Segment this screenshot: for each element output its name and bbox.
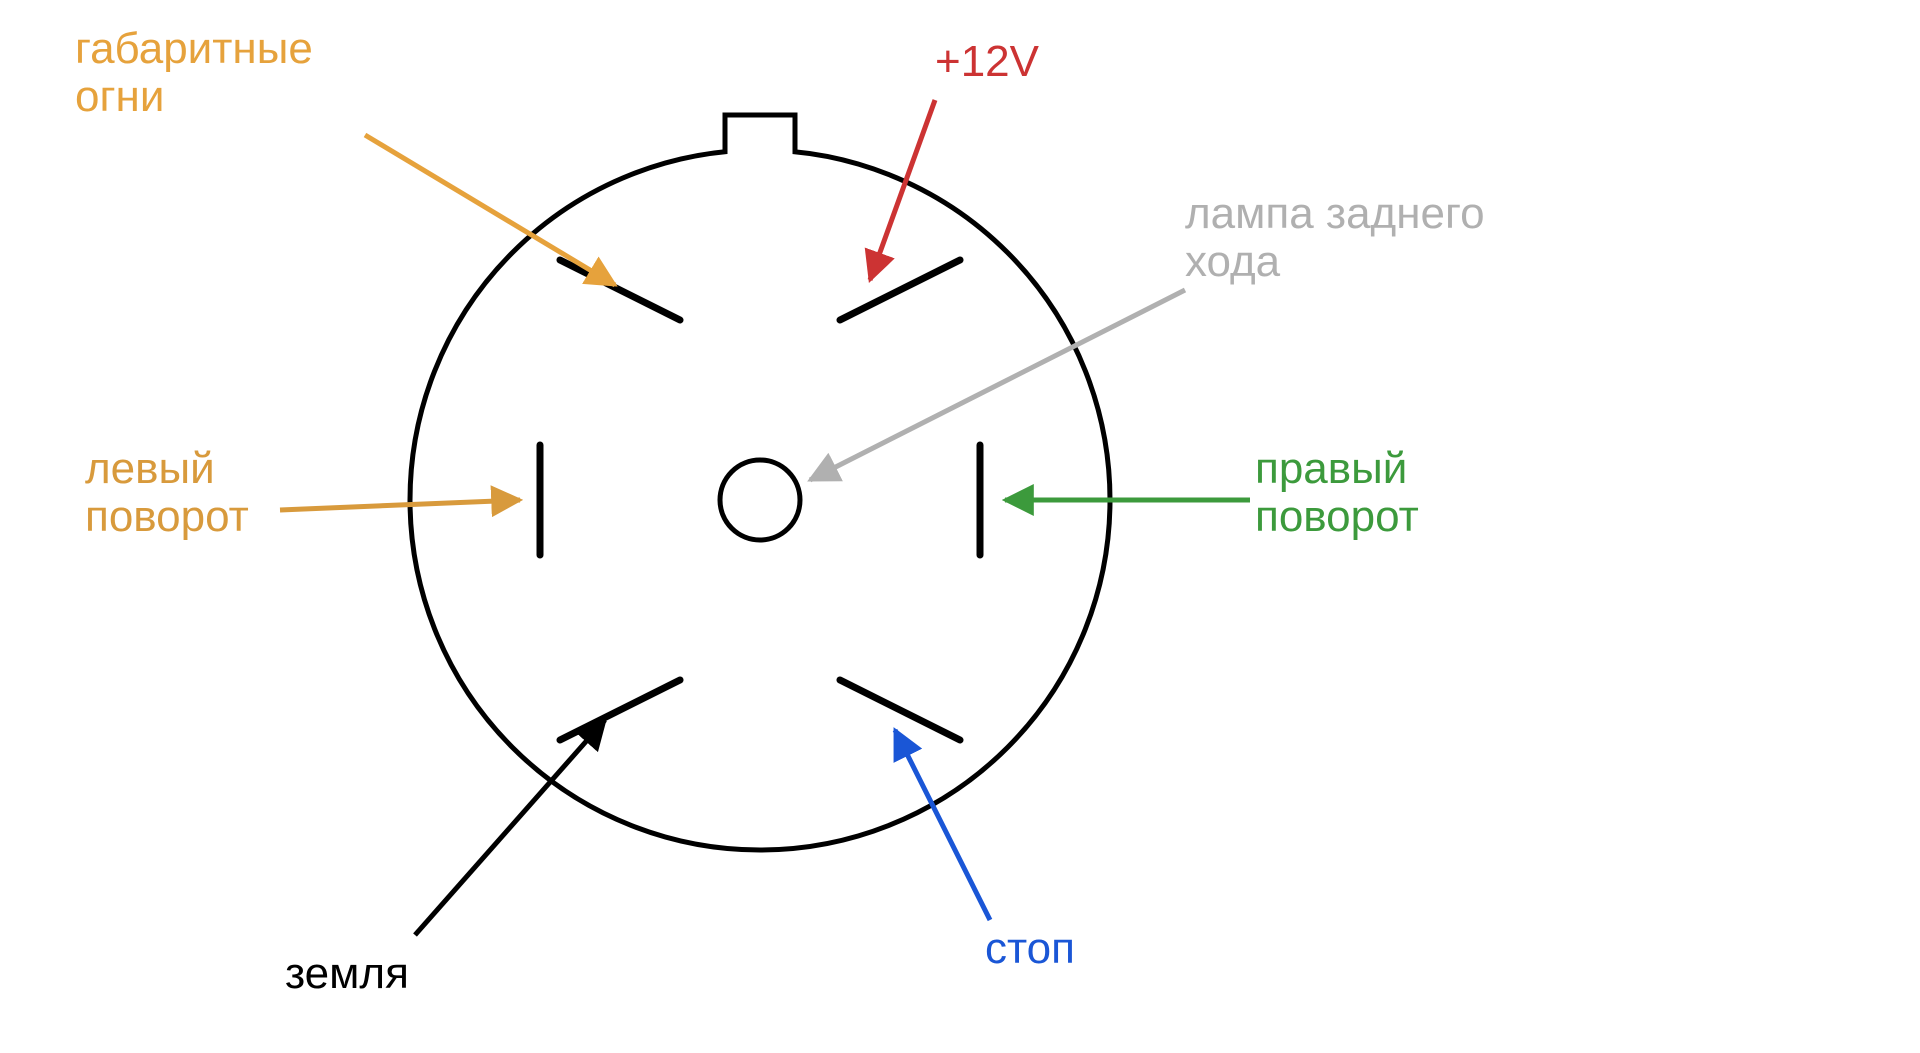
label-parking-lights: габаритные огни: [75, 25, 313, 122]
label-plus-12v: +12V: [935, 38, 1039, 86]
diagram-svg: [0, 0, 1920, 1053]
label-left-turn: левый поворот: [85, 445, 249, 542]
connector-diagram: габаритные огни +12V лампа заднего хода лев…: [0, 0, 1920, 1053]
label-right-turn: правый поворот: [1255, 445, 1419, 542]
label-stop: стоп: [985, 925, 1075, 973]
label-reverse-lamp: лампа заднего хода: [1185, 190, 1485, 287]
label-ground: земля: [285, 950, 409, 998]
